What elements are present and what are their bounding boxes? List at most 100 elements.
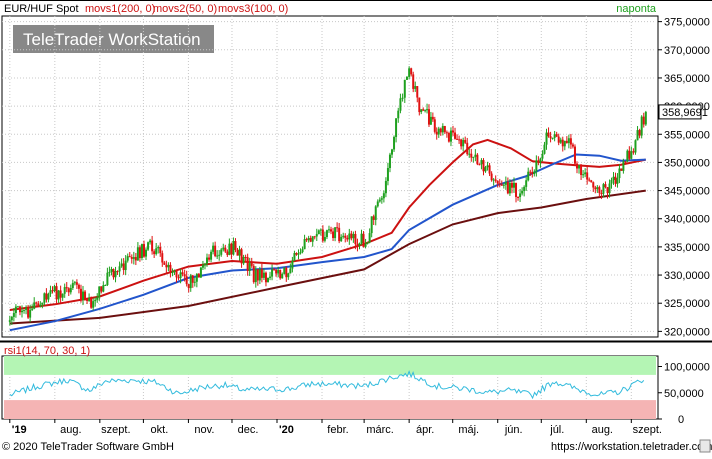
candle-body <box>100 286 103 292</box>
x-tick-label: aug. <box>592 424 613 436</box>
candle-body <box>197 273 200 278</box>
candle-body <box>317 230 320 235</box>
candle-body <box>480 160 483 165</box>
candle-body <box>130 257 133 259</box>
footer-url[interactable]: https://workstation.teletrader.com/ <box>551 441 712 453</box>
candle-body <box>321 229 324 241</box>
candle-body <box>167 264 170 268</box>
candle-body <box>500 184 503 186</box>
candle-body <box>439 128 442 133</box>
candle-body <box>393 136 396 150</box>
candle-body <box>181 272 184 275</box>
candle-body <box>179 272 182 278</box>
candle-body <box>293 253 296 261</box>
candle-body <box>426 109 429 111</box>
candle-body <box>8 320 11 322</box>
candle-body <box>102 285 105 292</box>
rsi-y-tick-label: 100,0000 <box>664 362 710 374</box>
candle-body <box>356 244 359 246</box>
x-tick-label: febr. <box>327 424 348 436</box>
candle-body <box>206 257 209 264</box>
candle-body <box>567 138 570 144</box>
candle-body <box>358 243 361 246</box>
candle-body <box>163 262 166 265</box>
candle-body <box>145 249 148 257</box>
candle-body <box>642 116 645 125</box>
candle-body <box>63 287 66 294</box>
candle-body <box>338 227 341 242</box>
oversold-zone <box>4 400 656 419</box>
candle-body <box>171 272 174 274</box>
candle-body <box>71 283 74 289</box>
candle-body <box>533 171 536 175</box>
candle-body <box>187 284 190 289</box>
candle-body <box>397 110 400 119</box>
candle-body <box>408 68 411 77</box>
candle-body <box>517 196 520 198</box>
candle-body <box>289 268 292 274</box>
candle-body <box>405 76 408 80</box>
candle-body <box>220 249 223 255</box>
candle-body <box>84 291 87 299</box>
candle-body <box>124 260 127 271</box>
candle-body <box>460 139 463 147</box>
candle-body <box>447 132 450 142</box>
candle-body <box>319 229 322 231</box>
rsi-line <box>9 369 645 400</box>
candle-body <box>142 244 145 257</box>
candle-body <box>563 140 566 147</box>
candle-body <box>120 263 123 267</box>
y-tick-label: 350,0000 <box>664 157 710 169</box>
candle-body <box>435 131 438 135</box>
candle-body <box>545 132 548 145</box>
candle-body <box>380 198 383 200</box>
candle-body <box>386 168 389 181</box>
candle-body <box>218 254 221 256</box>
candle-body <box>323 237 326 241</box>
candle-body <box>551 137 554 139</box>
candle-body <box>488 165 491 174</box>
candle-body <box>476 154 479 165</box>
x-tick-label: márc. <box>366 424 394 436</box>
candle-body <box>299 252 302 254</box>
candle-body <box>106 272 109 286</box>
candle-body <box>61 293 64 298</box>
candle-body <box>275 269 278 274</box>
instrument-label: EUR/HUF Spot <box>4 3 79 15</box>
candle-body <box>118 266 121 272</box>
candle-body <box>626 150 629 162</box>
candle-body <box>334 227 337 239</box>
candle-body <box>382 193 385 199</box>
price-pane[interactable] <box>1 15 659 338</box>
period-label[interactable]: naponta <box>616 3 657 15</box>
candle-body <box>391 149 394 155</box>
candle-body <box>610 179 613 184</box>
candle-body <box>547 132 550 137</box>
candle-body <box>266 277 269 283</box>
candle-body <box>155 248 158 255</box>
candle-body <box>569 138 572 145</box>
candle-body <box>264 272 267 283</box>
candle-body <box>260 269 263 278</box>
candle-body <box>291 260 294 269</box>
candle-body <box>203 263 206 266</box>
resize-grip[interactable] <box>699 439 711 453</box>
candle-body <box>177 277 180 279</box>
candle-body <box>53 286 56 292</box>
candle-body <box>65 287 68 289</box>
candle-body <box>638 130 641 136</box>
candle-body <box>208 257 211 260</box>
candle-body <box>529 171 532 173</box>
moving-average-line <box>9 138 647 311</box>
moving-average-line <box>9 153 646 332</box>
candle-body <box>49 290 52 294</box>
candle-body <box>41 302 44 305</box>
candle-body <box>433 119 436 132</box>
candle-body <box>490 173 493 181</box>
x-tick-label: máj. <box>458 424 479 436</box>
candle-body <box>541 153 544 159</box>
candle-body <box>147 242 150 250</box>
candle-body <box>281 273 284 279</box>
candle-body <box>254 269 257 283</box>
candle-body <box>325 230 328 238</box>
